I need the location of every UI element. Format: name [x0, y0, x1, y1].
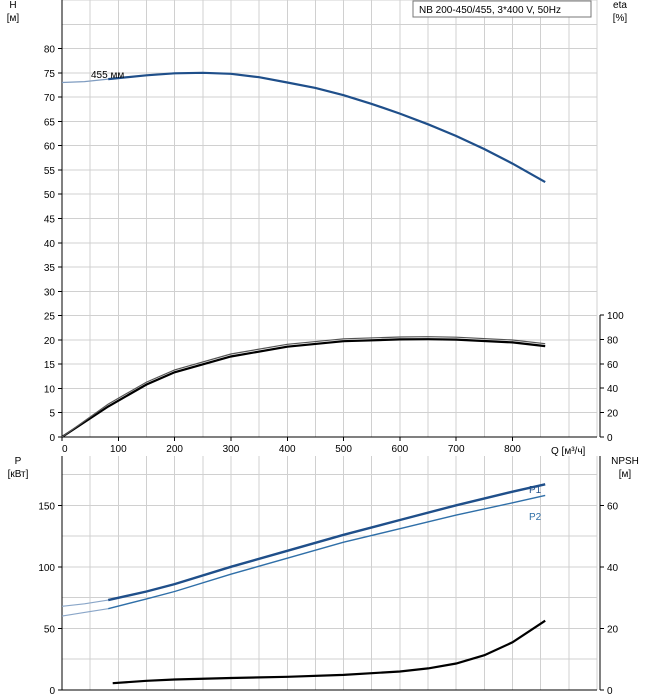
eta-axis-unit: [%] [613, 13, 628, 24]
p1-label: P1 [529, 485, 542, 496]
npsh-axis-label: NPSH [611, 456, 639, 467]
eta-tick-label: 0 [607, 433, 613, 444]
flow-tick-label: 700 [448, 444, 465, 455]
power-tick-label: 0 [49, 686, 55, 697]
head-axis-label: H [9, 0, 16, 11]
head-tick-label: 65 [44, 117, 56, 128]
efficiency-curve [61, 336, 546, 438]
p2-label: P2 [529, 512, 542, 523]
impeller-diameter-label: 455 мм [91, 70, 124, 81]
head-tick-label: 35 [44, 263, 56, 274]
head-tick-label: 55 [44, 166, 56, 177]
npsh-tick-label: 40 [607, 563, 619, 574]
flow-tick-label: 0 [62, 444, 68, 455]
title-box-text: NB 200-450/455, 3*400 V, 50Hz [419, 5, 561, 16]
head-chart-grid [62, 0, 598, 437]
flow-tick-label: 500 [335, 444, 352, 455]
efficiency-curve [61, 338, 546, 438]
flow-tick-label: 400 [279, 444, 296, 455]
chart-axes [58, 0, 604, 691]
npsh-tick-label: 20 [607, 624, 619, 635]
head-axis-unit: [м] [7, 13, 20, 24]
head-tick-label: 15 [44, 360, 56, 371]
eta-tick-label: 60 [607, 360, 619, 371]
power-axis-label: P [15, 456, 22, 467]
npsh-curve [112, 619, 546, 685]
flow-axis-label: Q [м³/ч] [551, 446, 586, 457]
npsh-tick-label: 0 [607, 686, 613, 697]
npsh-axis-unit: [м] [619, 469, 632, 480]
flow-tick-label: 100 [110, 444, 127, 455]
power-tick-label: 150 [38, 501, 55, 512]
power-curve-extension [61, 608, 109, 617]
head-tick-label: 75 [44, 69, 56, 80]
head-tick-label: 30 [44, 287, 56, 298]
head-curve-extension [61, 78, 109, 84]
power-axis-unit: [кВт] [8, 469, 29, 480]
title-box [412, 0, 592, 18]
npsh-tick-label: 60 [607, 501, 619, 512]
flow-tick-label: 300 [223, 444, 240, 455]
head-tick-label: 50 [44, 190, 56, 201]
eta-tick-label: 20 [607, 409, 619, 420]
flow-tick-label: 200 [166, 444, 183, 455]
head-tick-label: 10 [44, 384, 56, 395]
power-curve-extension [61, 599, 109, 607]
head-tick-label: 20 [44, 336, 56, 347]
p2-curve [108, 494, 546, 610]
head-tick-label: 0 [49, 433, 55, 444]
power-tick-label: 50 [44, 624, 56, 635]
flow-tick-label: 800 [504, 444, 521, 455]
power-tick-label: 100 [38, 563, 55, 574]
eta-tick-label: 100 [607, 311, 624, 322]
p1-curve [107, 483, 546, 602]
head-tick-label: 80 [44, 45, 56, 56]
head-curve [108, 71, 546, 184]
head-tick-label: 25 [44, 312, 56, 323]
flow-tick-label: 600 [392, 444, 409, 455]
head-tick-label: 5 [49, 409, 55, 420]
head-tick-label: 45 [44, 215, 56, 226]
head-tick-label: 40 [44, 239, 56, 250]
head-tick-label: 70 [44, 93, 56, 104]
eta-tick-label: 80 [607, 335, 619, 346]
eta-axis-label: eta [613, 0, 627, 11]
eta-tick-label: 40 [607, 384, 619, 395]
chart-curves [61, 71, 546, 685]
head-tick-label: 60 [44, 142, 56, 153]
